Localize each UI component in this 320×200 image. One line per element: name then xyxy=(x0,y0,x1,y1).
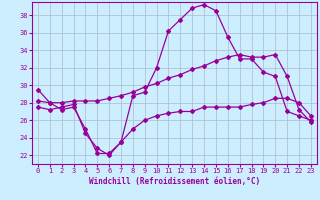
X-axis label: Windchill (Refroidissement éolien,°C): Windchill (Refroidissement éolien,°C) xyxy=(89,177,260,186)
